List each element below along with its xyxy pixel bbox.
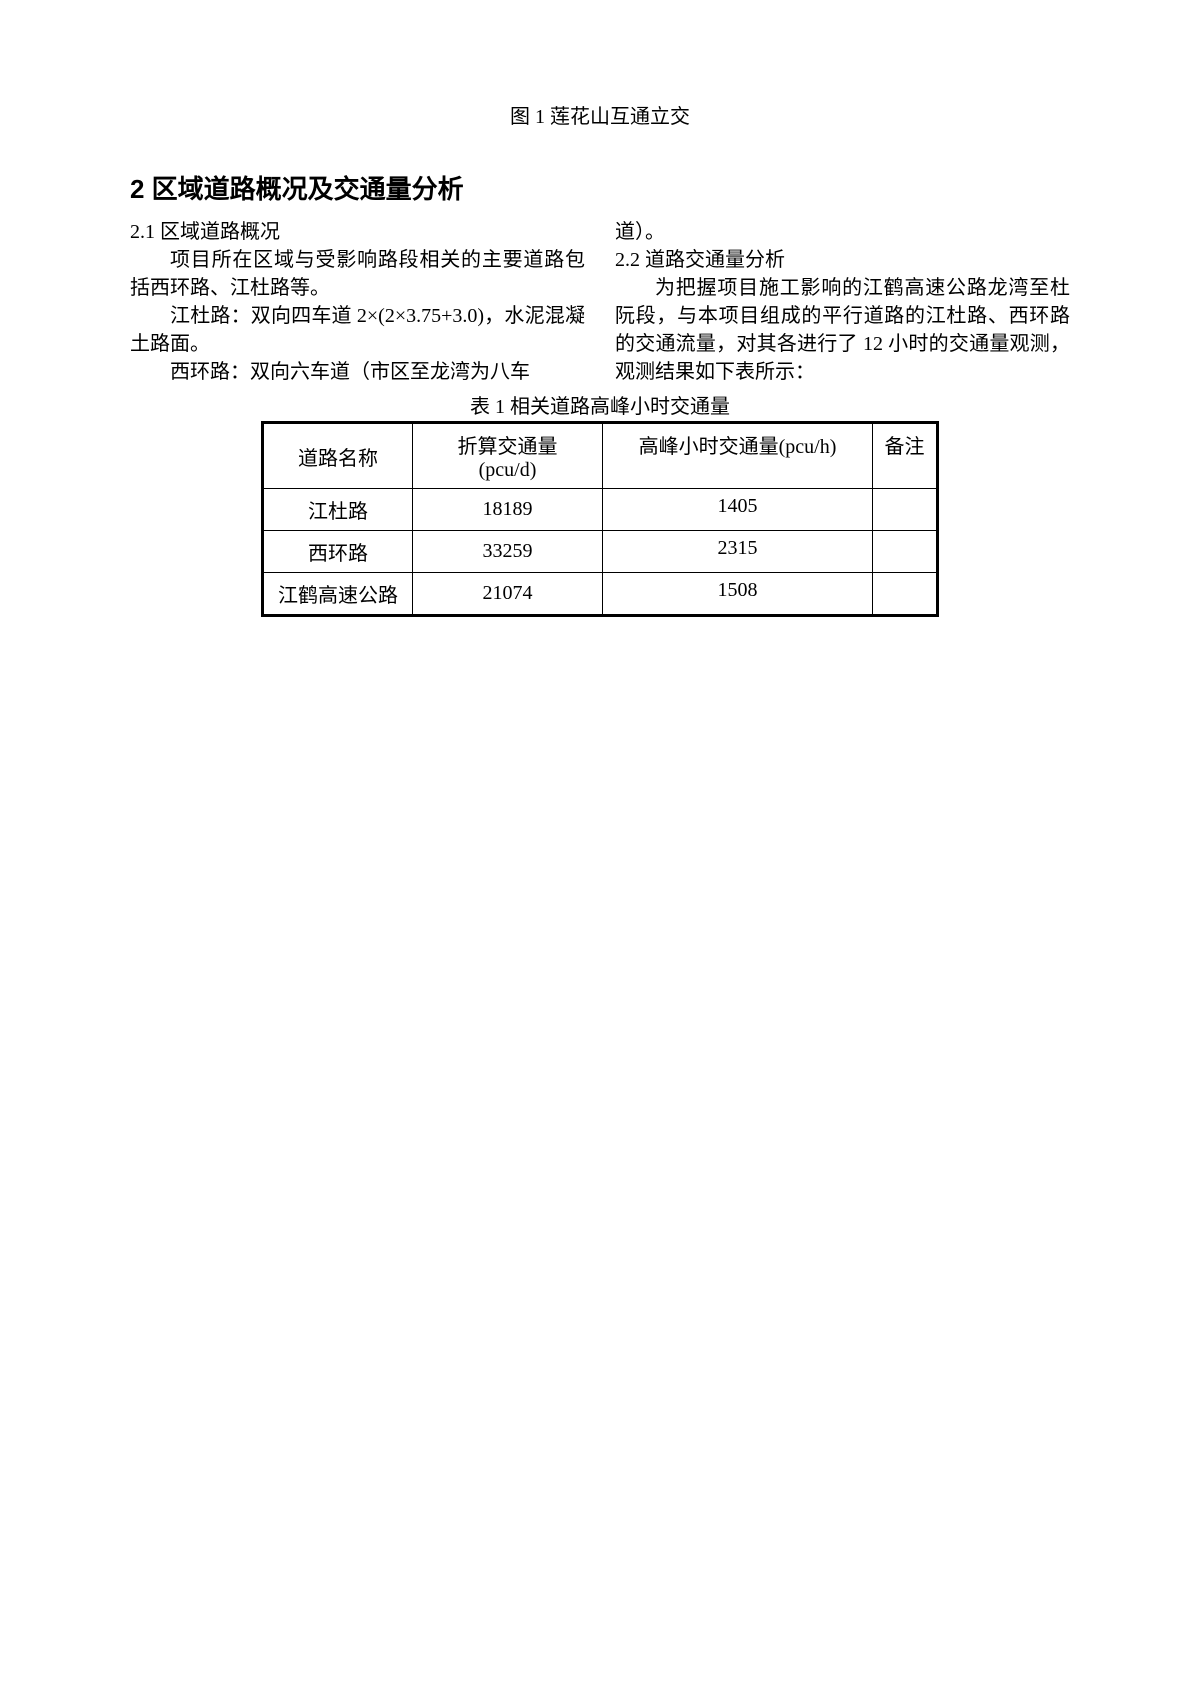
subsection-title-2: 2.2 道路交通量分析 (615, 246, 1070, 274)
paragraph-3-part2: 道）。 (615, 218, 1070, 246)
table-wrapper: 道路名称 折算交通量 高峰小时交通量(pcu/h) 备注 (pcu/d) 江杜路… (130, 421, 1070, 617)
td-peak: 1405 (603, 489, 873, 531)
td-name: 江鹤高速公路 (263, 573, 413, 616)
th-peak: 高峰小时交通量(pcu/h) (603, 423, 873, 489)
table-row: 江杜路 18189 1405 (263, 489, 938, 531)
figure-caption: 图 1 莲花山互通立交 (130, 100, 1070, 129)
paragraph-2: 江杜路：双向四车道 2×(2×3.75+3.0)，水泥混凝土路面。 (130, 302, 585, 358)
subsection-title-1: 2.1 区域道路概况 (130, 218, 585, 246)
th-remark: 备注 (873, 423, 938, 489)
td-converted: 33259 (413, 531, 603, 573)
th-converted-sub: (pcu/d) (413, 459, 603, 489)
td-converted: 18189 (413, 489, 603, 531)
table-row: 江鹤高速公路 21074 1508 (263, 573, 938, 616)
paragraph-1: 项目所在区域与受影响路段相关的主要道路包括西环路、江杜路等。 (130, 246, 585, 302)
section-heading: 2 区域道路概况及交通量分析 (130, 169, 1070, 206)
td-name: 西环路 (263, 531, 413, 573)
body-two-column: 2.1 区域道路概况 项目所在区域与受影响路段相关的主要道路包括西环路、江杜路等… (130, 218, 1070, 386)
table-row: 西环路 33259 2315 (263, 531, 938, 573)
th-converted-main: 折算交通量 (413, 423, 603, 460)
paragraph-3-part1: 西环路：双向六车道（市区至龙湾为八车 (130, 358, 585, 386)
td-name: 江杜路 (263, 489, 413, 531)
traffic-table: 道路名称 折算交通量 高峰小时交通量(pcu/h) 备注 (pcu/d) 江杜路… (261, 421, 939, 617)
td-converted: 21074 (413, 573, 603, 616)
td-remark (873, 489, 938, 531)
table-header-row: 道路名称 折算交通量 高峰小时交通量(pcu/h) 备注 (263, 423, 938, 460)
td-remark (873, 573, 938, 616)
th-name: 道路名称 (263, 423, 413, 489)
td-peak: 1508 (603, 573, 873, 616)
td-remark (873, 531, 938, 573)
td-peak: 2315 (603, 531, 873, 573)
table-caption: 表 1 相关道路高峰小时交通量 (130, 390, 1070, 419)
paragraph-4: 为把握项目施工影响的江鹤高速公路龙湾至杜阮段，与本项目组成的平行道路的江杜路、西… (615, 274, 1070, 386)
